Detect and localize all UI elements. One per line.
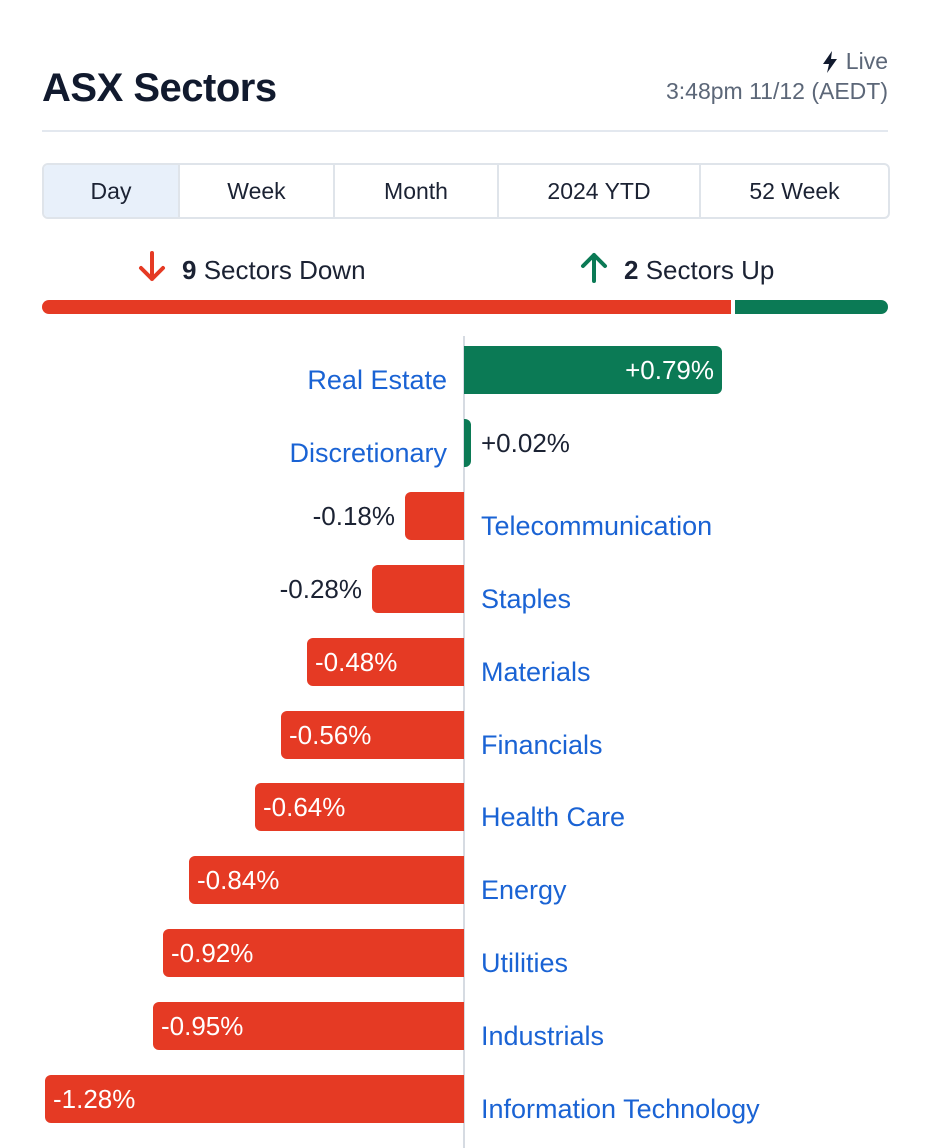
value-label-health-care: -0.64% — [263, 792, 346, 822]
value-label-materials: -0.48% — [315, 647, 398, 677]
sector-link-staples[interactable]: Staples — [481, 584, 572, 614]
lightning-bolt-icon — [822, 50, 838, 73]
value-label-discretionary: +0.02% — [481, 428, 570, 458]
sector-link-industrials[interactable]: Industrials — [481, 1021, 605, 1051]
timestamp: 3:48pm 11/12 (AEDT) — [665, 78, 888, 104]
sector-link-utilities[interactable]: Utilities — [481, 948, 569, 978]
bar-information-technology — [45, 1075, 464, 1123]
period-tabs: Day Week Month 2024 YTD 52 Week — [42, 163, 890, 219]
value-label-real-estate: +0.79% — [625, 355, 714, 385]
sector-link-information-technology[interactable]: Information Technology — [481, 1094, 760, 1124]
sector-link-materials[interactable]: Materials — [481, 657, 591, 687]
sector-link-discretionary[interactable]: Discretionary — [289, 438, 447, 468]
value-label-energy: -0.84% — [197, 865, 280, 895]
tab-2024-ytd[interactable]: 2024 YTD — [499, 165, 701, 217]
sectors-up-summary: 2 Sectors Up — [578, 248, 774, 292]
sector-link-financials[interactable]: Financials — [481, 730, 603, 760]
live-indicator: Live — [822, 48, 888, 75]
sector-link-energy[interactable]: Energy — [481, 875, 567, 905]
tab-day[interactable]: Day — [44, 165, 180, 217]
bar-discretionary — [464, 419, 471, 467]
sector-performance-chart: +0.79% Real Estate +0.02% Discretionary -0.1… — [0, 336, 934, 1148]
sectors-up-label: Sectors Up — [645, 254, 775, 285]
tab-52-week[interactable]: 52 Week — [749, 177, 840, 204]
sector-link-real-estate[interactable]: Real Estate — [307, 365, 447, 395]
sectors-down-summary: 9 Sectors Down — [136, 248, 366, 292]
value-label-utilities: -0.92% — [171, 938, 254, 968]
header: ASX Sectors Live 3:48pm 11/12 (AEDT) — [42, 40, 888, 132]
bar-telecommunication — [405, 492, 464, 540]
zero-axis-line — [463, 336, 465, 1148]
bar-materials — [307, 638, 464, 686]
sector-link-health-care[interactable]: Health Care — [481, 802, 626, 832]
breadth-up-segment — [735, 300, 888, 314]
sectors-down-label: Sectors Down — [203, 254, 366, 285]
sectors-down-count: 9 — [182, 254, 197, 285]
tab-week[interactable]: Week — [180, 165, 335, 217]
value-label-telecommunication: -0.18% — [312, 501, 395, 531]
bar-health-care — [255, 783, 464, 831]
arrow-up-icon — [578, 250, 610, 291]
sectors-up-count: 2 — [624, 254, 639, 285]
arrow-down-icon — [136, 250, 168, 291]
bar-real-estate — [464, 346, 722, 394]
value-label-staples: -0.28% — [279, 574, 362, 604]
market-breadth-bar — [42, 300, 888, 314]
value-label-information-technology: -1.28% — [53, 1084, 136, 1114]
page-title: ASX Sectors — [42, 66, 277, 110]
value-label-industrials: -0.95% — [161, 1011, 244, 1041]
breadth-down-segment — [42, 300, 731, 314]
bar-energy — [189, 856, 464, 904]
tab-month[interactable]: Month — [335, 165, 499, 217]
value-label-financials: -0.56% — [289, 720, 372, 750]
sector-link-telecommunication[interactable]: Telecommunication — [481, 511, 713, 541]
bar-industrials — [153, 1002, 464, 1050]
sector-summary: 9 Sectors Down 2 Sectors Up — [0, 248, 934, 292]
bar-utilities — [163, 929, 464, 977]
bar-staples — [372, 565, 464, 613]
bar-financials — [281, 711, 464, 759]
live-label: Live — [845, 48, 888, 74]
